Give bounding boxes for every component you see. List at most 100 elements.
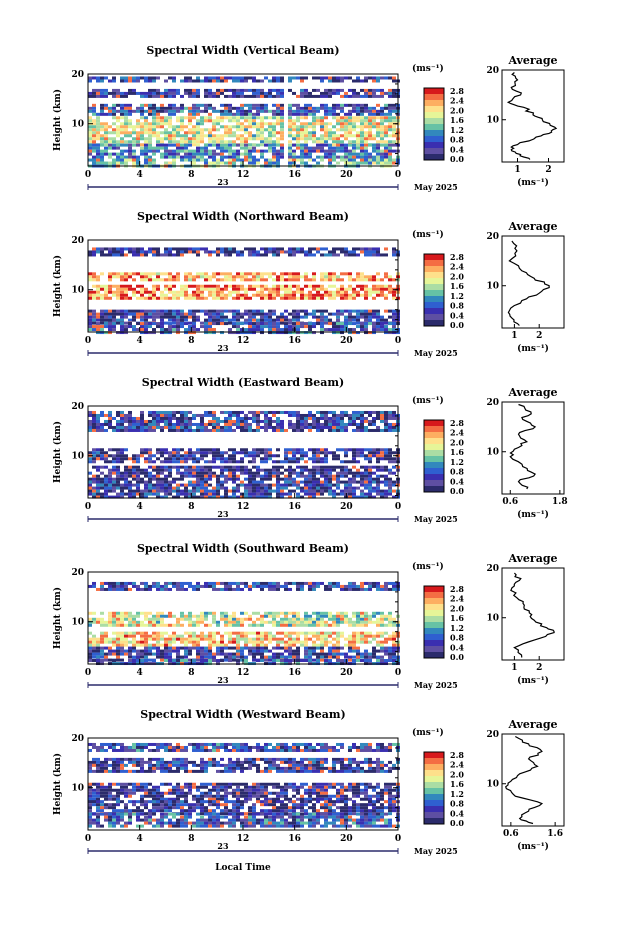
heatmap-cell xyxy=(320,425,324,429)
heatmap-cell xyxy=(364,155,368,159)
heatmap-cell xyxy=(372,137,376,141)
heatmap-cell xyxy=(360,454,364,458)
heatmap-cell xyxy=(224,278,228,282)
heatmap-cell xyxy=(280,465,284,469)
heatmap-cell xyxy=(220,474,224,478)
heatmap-cell xyxy=(216,640,220,644)
heatmap-cell xyxy=(344,143,348,147)
heatmap-cell xyxy=(348,284,352,288)
heatmap-cell xyxy=(248,103,252,107)
heatmap-cell xyxy=(252,416,256,420)
heatmap-cell xyxy=(92,634,96,638)
heatmap-cell xyxy=(380,492,384,496)
heatmap-cell xyxy=(164,143,168,147)
heatmap-cell xyxy=(360,79,364,83)
heatmap-cell xyxy=(332,253,336,257)
heatmap-cell xyxy=(204,655,208,659)
heatmap-cell xyxy=(184,106,188,110)
heatmap-cell xyxy=(96,655,100,659)
heatmap-cell xyxy=(384,454,388,458)
heatmap-cell xyxy=(88,451,92,455)
heatmap-cell xyxy=(236,128,240,132)
heatmap-cell xyxy=(240,158,244,162)
colorbar-swatch xyxy=(424,100,444,107)
heatmap-cell xyxy=(244,471,248,475)
heatmap-cell xyxy=(200,468,204,472)
heatmap-cell xyxy=(304,109,308,113)
heatmap-cell xyxy=(196,328,200,332)
heatmap-cell xyxy=(200,293,204,297)
heatmap-cell xyxy=(244,149,248,153)
heatmap-cell xyxy=(264,250,268,254)
heatmap-cell xyxy=(132,428,136,432)
heatmap-cell xyxy=(372,495,376,499)
heatmap-cell xyxy=(308,134,312,138)
heatmap-cell xyxy=(196,88,200,92)
heatmap-cell xyxy=(216,158,220,162)
heatmap-cell xyxy=(228,116,232,120)
heatmap-cell xyxy=(376,287,380,291)
heatmap-cell xyxy=(316,137,320,141)
heatmap-cell xyxy=(88,617,92,621)
heatmap-cell xyxy=(360,328,364,332)
heatmap-cell xyxy=(380,416,384,420)
heatmap-cell xyxy=(132,416,136,420)
heatmap-cell xyxy=(216,293,220,297)
heatmap-cell xyxy=(320,309,324,313)
heatmap-cell xyxy=(284,474,288,478)
heatmap-cell xyxy=(116,250,120,254)
heatmap-cell xyxy=(132,131,136,135)
heatmap-cell xyxy=(228,477,232,481)
heatmap-cell xyxy=(176,483,180,487)
heatmap-cell xyxy=(288,318,292,322)
heatmap-cell xyxy=(216,134,220,138)
heatmap-cell xyxy=(376,149,380,153)
heatmap-cell xyxy=(284,480,288,484)
heatmap-cell xyxy=(136,649,140,653)
heatmap-cell xyxy=(160,290,164,294)
heatmap-cell xyxy=(188,152,192,156)
heatmap-cell xyxy=(304,272,308,276)
heatmap-cell xyxy=(372,325,376,329)
heatmap-cell xyxy=(188,128,192,132)
heatmap-cell xyxy=(288,131,292,135)
heatmap-cell xyxy=(208,112,212,116)
heatmap-cell xyxy=(156,468,160,472)
heatmap-cell xyxy=(376,492,380,496)
heatmap-cell xyxy=(288,250,292,254)
heatmap-cell xyxy=(340,109,344,113)
heatmap-cell xyxy=(100,646,104,650)
heatmap-cell xyxy=(320,149,324,153)
heatmap-cell xyxy=(336,137,340,141)
heatmap-cell xyxy=(164,640,168,644)
heatmap-cell xyxy=(252,76,256,80)
heatmap-cell xyxy=(364,143,368,147)
heatmap-cell xyxy=(352,122,356,126)
heatmap-cell xyxy=(232,250,236,254)
heatmap-cell xyxy=(108,272,112,276)
heatmap-cell xyxy=(368,106,372,110)
heatmap-cell xyxy=(108,143,112,147)
heatmap-cell xyxy=(156,309,160,313)
heatmap-cell xyxy=(148,428,152,432)
heatmap-cell xyxy=(204,88,208,92)
heatmap-cell xyxy=(160,587,164,591)
heatmap-cell xyxy=(304,275,308,279)
heatmap-cell xyxy=(92,328,96,332)
heatmap-cell xyxy=(348,486,352,490)
heatmap-cell xyxy=(248,425,252,429)
heatmap-cell xyxy=(364,468,368,472)
heatmap-cell xyxy=(152,119,156,123)
heatmap-cell xyxy=(92,247,96,251)
heatmap-cell xyxy=(200,489,204,493)
heatmap-cell xyxy=(268,287,272,291)
heatmap-cell xyxy=(224,287,228,291)
heatmap-cell xyxy=(152,109,156,113)
heatmap-cell xyxy=(252,315,256,319)
heatmap-cell xyxy=(168,247,172,251)
heatmap-cell xyxy=(292,448,296,452)
heatmap-cell xyxy=(332,143,336,147)
heatmap-cell xyxy=(312,94,316,98)
heatmap-cell xyxy=(176,620,180,624)
heatmap-cell xyxy=(144,296,148,300)
